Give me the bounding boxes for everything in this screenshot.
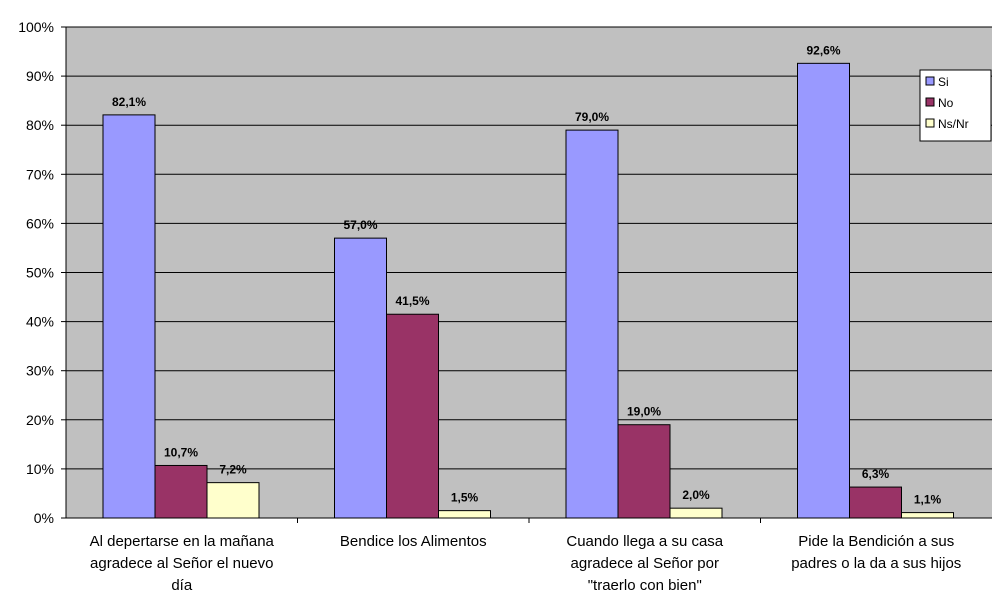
bar-si xyxy=(565,129,619,519)
bar-si xyxy=(334,237,387,519)
x-category-label: agradece al Señor el nuevo xyxy=(90,555,273,572)
x-category-label: Bendice los Alimentos xyxy=(340,533,487,550)
data-label: 19,0% xyxy=(627,405,661,419)
y-tick-label: 60% xyxy=(26,215,54,231)
bar-ns-nr xyxy=(206,482,260,519)
legend-swatch xyxy=(925,118,935,128)
y-tick-label: 50% xyxy=(26,265,54,281)
bar-si xyxy=(797,62,850,519)
x-category-label: Pide la Bendición a sus xyxy=(798,533,954,550)
y-tick-label: 30% xyxy=(26,363,54,379)
data-label: 57,0% xyxy=(343,218,377,232)
data-label: 79,0% xyxy=(575,110,609,124)
data-label: 6,3% xyxy=(862,467,890,481)
legend-swatch xyxy=(925,76,935,86)
data-label: 1,5% xyxy=(451,491,479,505)
legend-entry: No xyxy=(938,96,954,110)
data-labels: 82,1% 10,7% 7,2% 57,0% 41,5% 1,5% 79,0% 19,0% 2,… xyxy=(112,43,942,506)
legend-swatch xyxy=(925,97,935,107)
bar-ns-nr xyxy=(669,507,723,519)
y-tick-label: 20% xyxy=(26,412,54,428)
data-label: 92,6% xyxy=(806,43,840,57)
legend: Si No Ns/Nr xyxy=(919,69,992,142)
x-category-label: padres o la da a sus hijos xyxy=(791,555,961,572)
y-tick-label: 40% xyxy=(26,314,54,330)
data-label: 2,0% xyxy=(682,488,710,502)
data-label: 82,1% xyxy=(112,95,146,109)
x-axis: Al depertarse en la mañana agradece al Se… xyxy=(65,27,992,594)
y-tick-label: 100% xyxy=(18,19,54,35)
x-category-label: Cuando llega a su casa xyxy=(566,533,723,550)
data-label: 7,2% xyxy=(219,463,247,477)
data-label: 41,5% xyxy=(395,294,429,308)
bar-no xyxy=(386,313,439,519)
y-tick-label: 70% xyxy=(26,166,54,182)
x-category-label: Al depertarse en la mañana xyxy=(90,533,275,550)
bar-no xyxy=(154,464,208,519)
x-category-label: agradece al Señor por xyxy=(571,555,719,572)
bar-ns-nr xyxy=(901,512,954,519)
bars xyxy=(102,62,954,519)
data-label: 10,7% xyxy=(164,445,198,459)
x-category-label: "traerlo con bien" xyxy=(588,577,702,594)
legend-entry: Ns/Nr xyxy=(938,117,969,131)
bar-no xyxy=(849,486,902,519)
y-tick-label: 10% xyxy=(26,461,54,477)
y-tick-label: 0% xyxy=(34,510,54,526)
x-category-label: día xyxy=(171,577,193,594)
y-tick-label: 80% xyxy=(26,117,54,133)
y-axis-ticks: 0% 10% 20% 30% 40% 50% 60% 70% 80% 90% 100% xyxy=(18,19,66,526)
data-label: 1,1% xyxy=(914,493,942,507)
bar-si xyxy=(102,114,156,519)
bar-no xyxy=(617,424,671,519)
bar-ns-nr xyxy=(438,510,491,519)
y-tick-label: 90% xyxy=(26,68,54,84)
legend-entry: Si xyxy=(938,75,949,89)
